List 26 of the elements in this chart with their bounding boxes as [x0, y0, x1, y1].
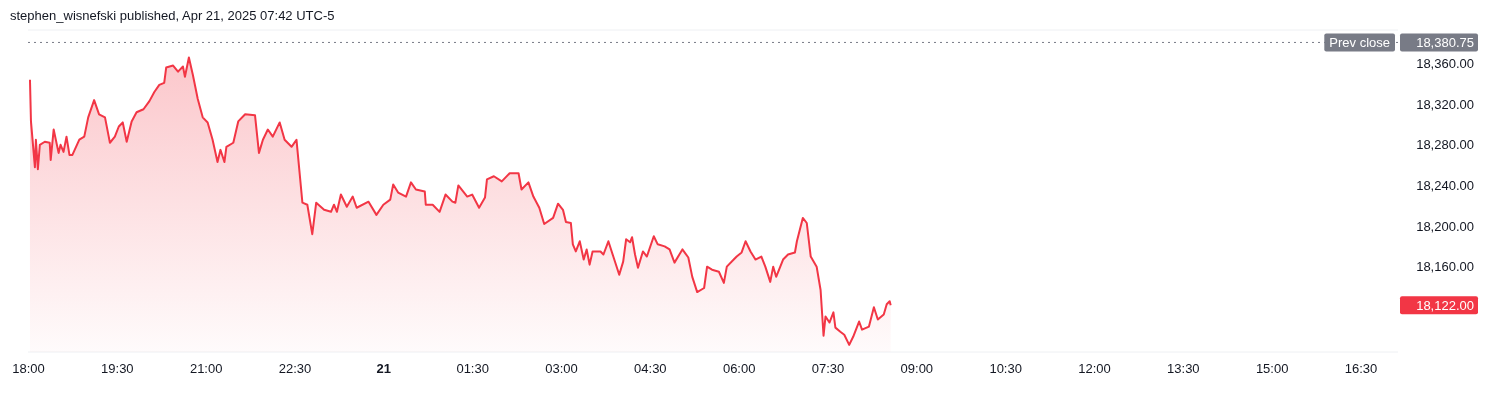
chart-title: stephen_wisnefski published, Apr 21, 2025 07:42 UTC-5 [10, 8, 335, 23]
x-tick-label: 12:00 [1078, 361, 1111, 377]
y-tick-label: 18,360.00 [1416, 56, 1474, 72]
y-tick-label: 18,160.00 [1416, 259, 1474, 275]
x-tick-label: 22:30 [278, 361, 312, 377]
x-tick-label: 01:30 [456, 361, 489, 377]
x-tick-label: 10:30 [989, 361, 1022, 377]
x-tick-label: 18:00 [12, 361, 45, 377]
y-tick-label: 18,320.00 [1416, 96, 1474, 112]
x-tick-label: 03:00 [545, 361, 578, 377]
x-tick-label: 06:00 [722, 361, 756, 377]
x-tick-label: 09:00 [900, 361, 934, 377]
x-tick-label: 04:30 [634, 361, 667, 377]
x-tick-label: 21 [376, 361, 392, 377]
x-tick-label: 21:00 [189, 361, 223, 377]
y-tick-label: 18,240.00 [1416, 178, 1474, 194]
text: 18,122.00 [1416, 297, 1474, 313]
y-tick-label: 18,280.00 [1416, 137, 1474, 153]
x-tick-label: 19:30 [101, 361, 134, 377]
x-tick-label: 15:00 [1255, 361, 1289, 377]
y-tick-label: 18,200.00 [1416, 218, 1474, 234]
x-tick-label: 07:30 [811, 361, 845, 377]
x-tick-label: 16:30 [1344, 361, 1378, 377]
ref-line-label: Prev close [1329, 34, 1390, 50]
x-tick-label: 13:30 [1167, 361, 1200, 377]
annotation: 18,380.75 [1416, 34, 1474, 50]
